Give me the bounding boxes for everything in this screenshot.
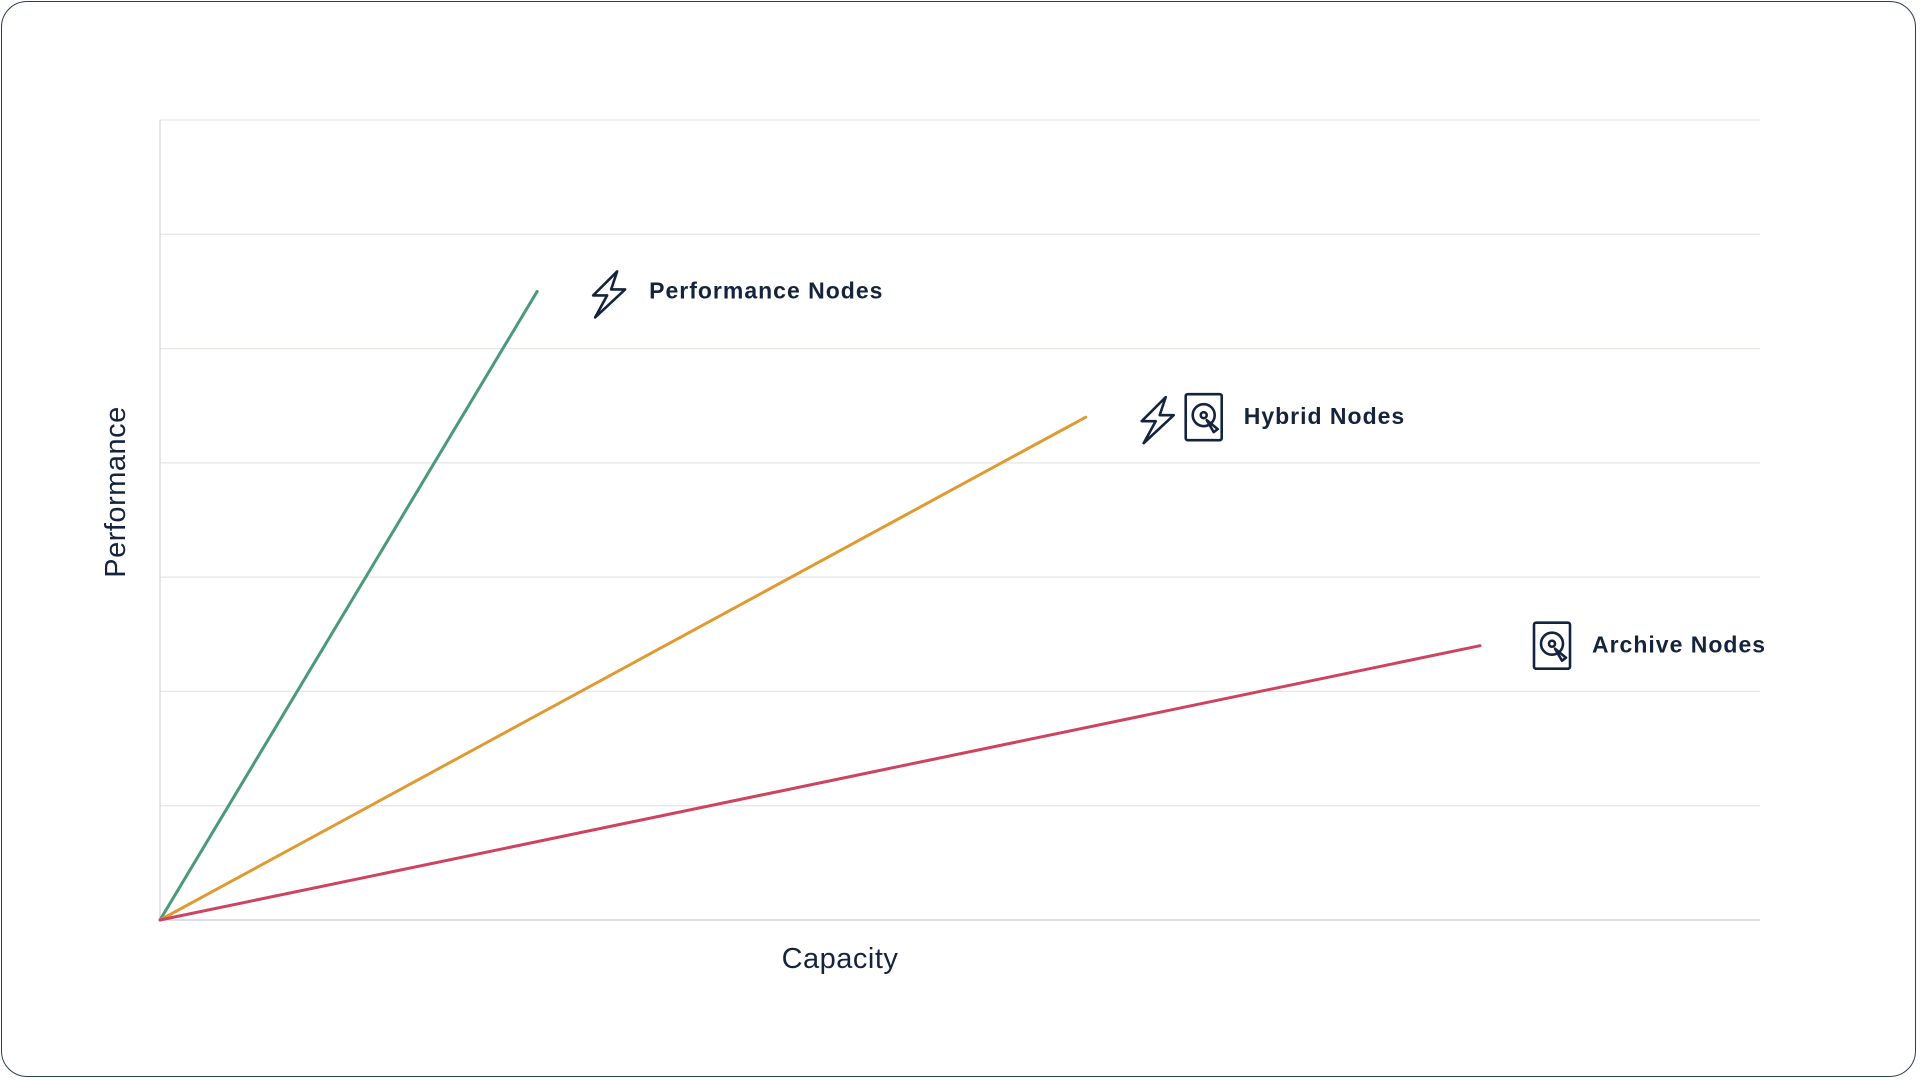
drive-arm bbox=[1205, 418, 1220, 434]
series-line-1 bbox=[158, 415, 1088, 922]
series-labels: Performance Nodes Hybrid Nodes Archive Nod… bbox=[591, 270, 1766, 671]
hard-drive-icon bbox=[1532, 621, 1572, 671]
series-line-0 bbox=[158, 289, 539, 922]
drive-spindle bbox=[1199, 410, 1209, 420]
drive-platter bbox=[1539, 631, 1565, 657]
series-label-group-2: Archive Nodes bbox=[1532, 621, 1766, 671]
hard-drive-icon bbox=[1184, 392, 1224, 442]
drive-body bbox=[1532, 621, 1572, 671]
series-line-2 bbox=[158, 644, 1482, 922]
series-label-0: Performance Nodes bbox=[649, 277, 883, 303]
series-label-group-0: Performance Nodes bbox=[591, 270, 883, 319]
lightning-shape bbox=[591, 270, 627, 319]
lightning-icon bbox=[591, 270, 627, 319]
lightning-icon bbox=[1140, 395, 1176, 445]
drive-platter bbox=[1191, 402, 1217, 428]
drive-body bbox=[1184, 392, 1224, 442]
y-axis-title: Performance bbox=[100, 406, 132, 578]
series-label-2: Archive Nodes bbox=[1592, 632, 1766, 658]
drive-arm bbox=[1553, 647, 1568, 663]
lightning-shape bbox=[1140, 395, 1176, 445]
x-axis-title: Capacity bbox=[782, 943, 899, 975]
drive-spindle bbox=[1547, 639, 1557, 649]
series-label-group-1: Hybrid Nodes bbox=[1140, 392, 1406, 445]
series-lines bbox=[158, 289, 1482, 922]
series-label-1: Hybrid Nodes bbox=[1244, 403, 1406, 429]
